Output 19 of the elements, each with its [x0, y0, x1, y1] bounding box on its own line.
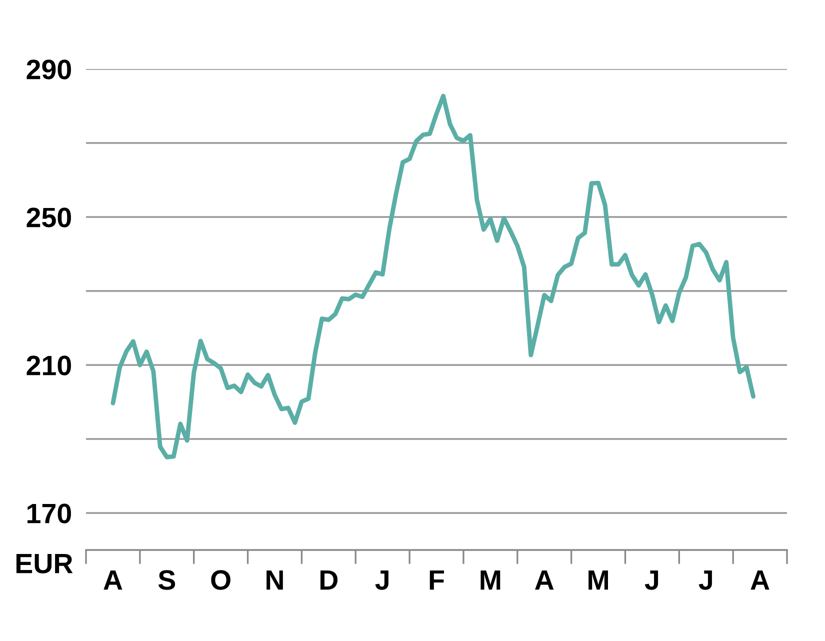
x-tick-label: S — [158, 570, 176, 590]
x-tick-label: M — [588, 570, 608, 590]
y-axis-title: EUR — [16, 554, 73, 574]
y-tick-label: 290 — [26, 60, 71, 80]
x-tick-label: F — [430, 570, 444, 590]
x-tick-label: A — [750, 570, 770, 590]
x-tick-label: J — [375, 570, 388, 590]
x-tick-label: D — [320, 570, 338, 590]
line-series — [110, 94, 756, 460]
x-tick-label: O — [211, 570, 230, 590]
x-tick-label: J — [644, 570, 658, 590]
y-tick-label: 210 — [26, 356, 71, 376]
x-tick-label: J — [698, 570, 712, 590]
x-tick-label: N — [266, 570, 283, 590]
x-tick-label: A — [535, 570, 554, 590]
y-tick-label: 170 — [28, 504, 71, 524]
x-tick-label: M — [480, 570, 500, 590]
y-tick-label: 250 — [26, 208, 71, 228]
x-tick-label: A — [104, 570, 122, 590]
